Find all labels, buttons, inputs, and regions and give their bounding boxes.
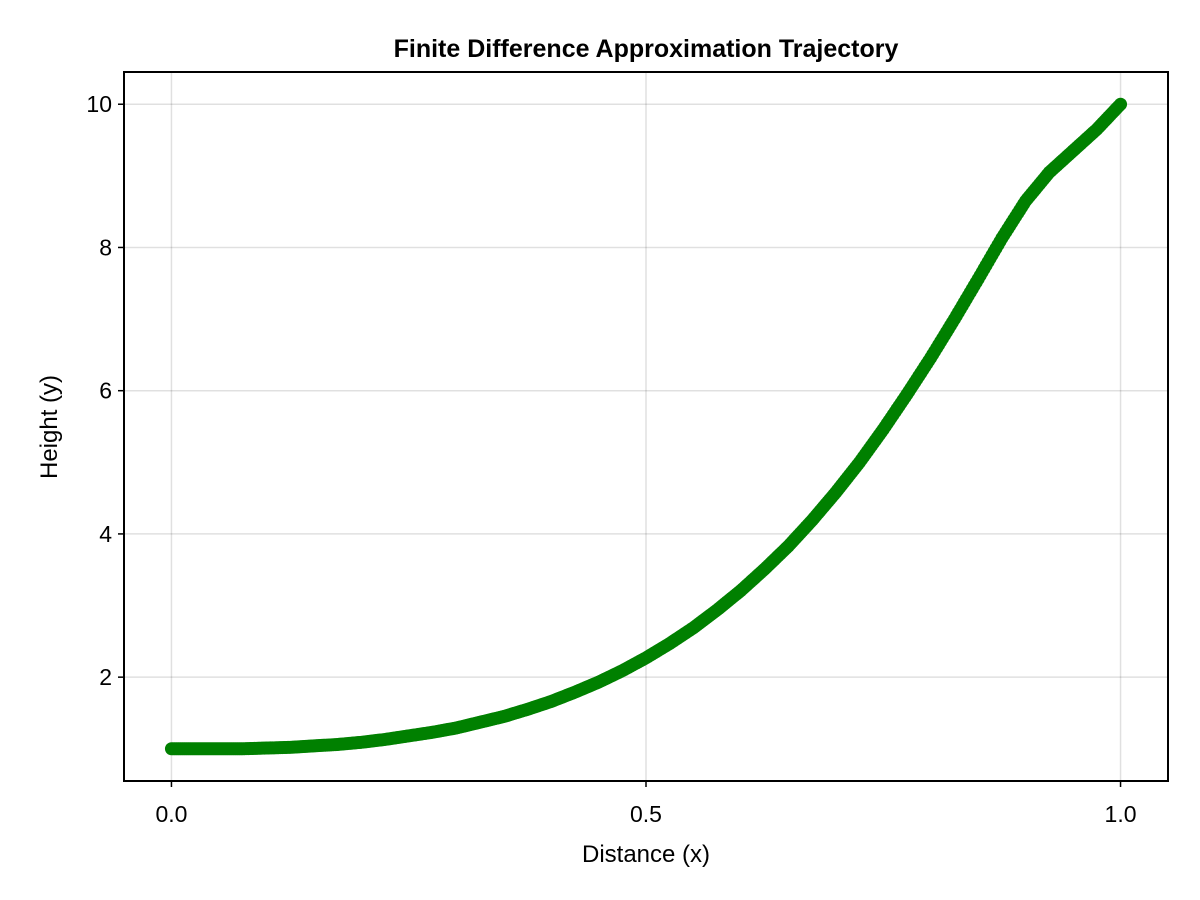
grid bbox=[124, 72, 1168, 781]
data-point bbox=[1114, 97, 1128, 111]
x-tick-label: 1.0 bbox=[1105, 801, 1137, 827]
data-points bbox=[164, 97, 1128, 756]
x-tick-label: 0.0 bbox=[155, 801, 187, 827]
x-axis-label: Distance (x) bbox=[582, 841, 710, 868]
axis-ticks: 0.0 0.5 1.0 2 4 6 8 10 bbox=[86, 91, 1136, 827]
y-tick-label: 6 bbox=[99, 378, 112, 404]
chart-title: Finite Difference Approximation Trajecto… bbox=[394, 35, 899, 63]
y-tick-label: 8 bbox=[99, 234, 112, 260]
y-tick-label: 2 bbox=[99, 664, 112, 690]
x-tick-label: 0.5 bbox=[630, 801, 662, 827]
y-tick-label: 4 bbox=[99, 521, 112, 547]
y-axis-label: Height (y) bbox=[36, 375, 63, 479]
y-tick-label: 10 bbox=[86, 91, 112, 117]
